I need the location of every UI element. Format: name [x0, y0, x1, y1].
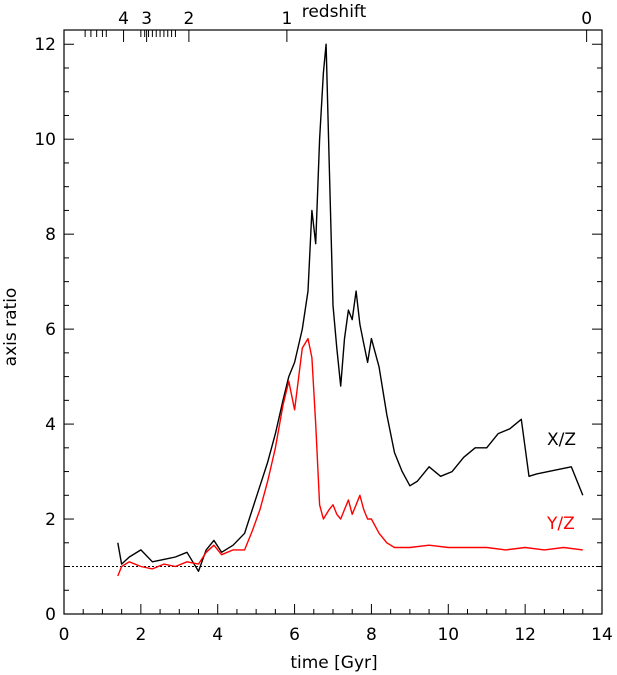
label-layer: time [Gyr] axis ratio redshift X/Z Y/Z	[1, 2, 576, 673]
redshift-tick-label: 3	[141, 9, 152, 29]
y-tick-label: 12	[34, 35, 56, 55]
x-tick-label: 8	[366, 625, 377, 645]
y-tick-label: 2	[45, 510, 56, 530]
x-tick-label: 10	[437, 625, 459, 645]
y-tick-label: 4	[45, 415, 56, 435]
x-tick-label: 12	[514, 625, 536, 645]
y-tick-label: 6	[45, 320, 56, 340]
y-tick-label: 8	[45, 225, 56, 245]
plot-frame	[63, 29, 603, 615]
series-line-xz	[117, 43, 584, 572]
series-layer	[117, 43, 584, 577]
series-label-xz: X/Z	[547, 430, 576, 450]
redshift-tick-label: 2	[183, 9, 194, 29]
redshift-tick-label: 1	[281, 9, 292, 29]
x-axis-label: time [Gyr]	[290, 653, 377, 673]
x-tick-label: 6	[289, 625, 300, 645]
y-tick-label: 10	[34, 130, 56, 150]
series-label-yz: Y/Z	[546, 514, 575, 534]
redshift-tick-label: 4	[118, 9, 129, 29]
y-axis-label: axis ratio	[1, 288, 21, 367]
series-line-yz	[117, 337, 583, 577]
x-tick-label: 14	[591, 625, 613, 645]
x-tick-label: 2	[135, 625, 146, 645]
redshift-tick-label: 0	[581, 9, 592, 29]
top-axis-label: redshift	[302, 2, 367, 22]
y-tick-label: 0	[45, 605, 56, 625]
x-tick-label: 0	[59, 625, 70, 645]
x-tick-label: 4	[212, 625, 223, 645]
